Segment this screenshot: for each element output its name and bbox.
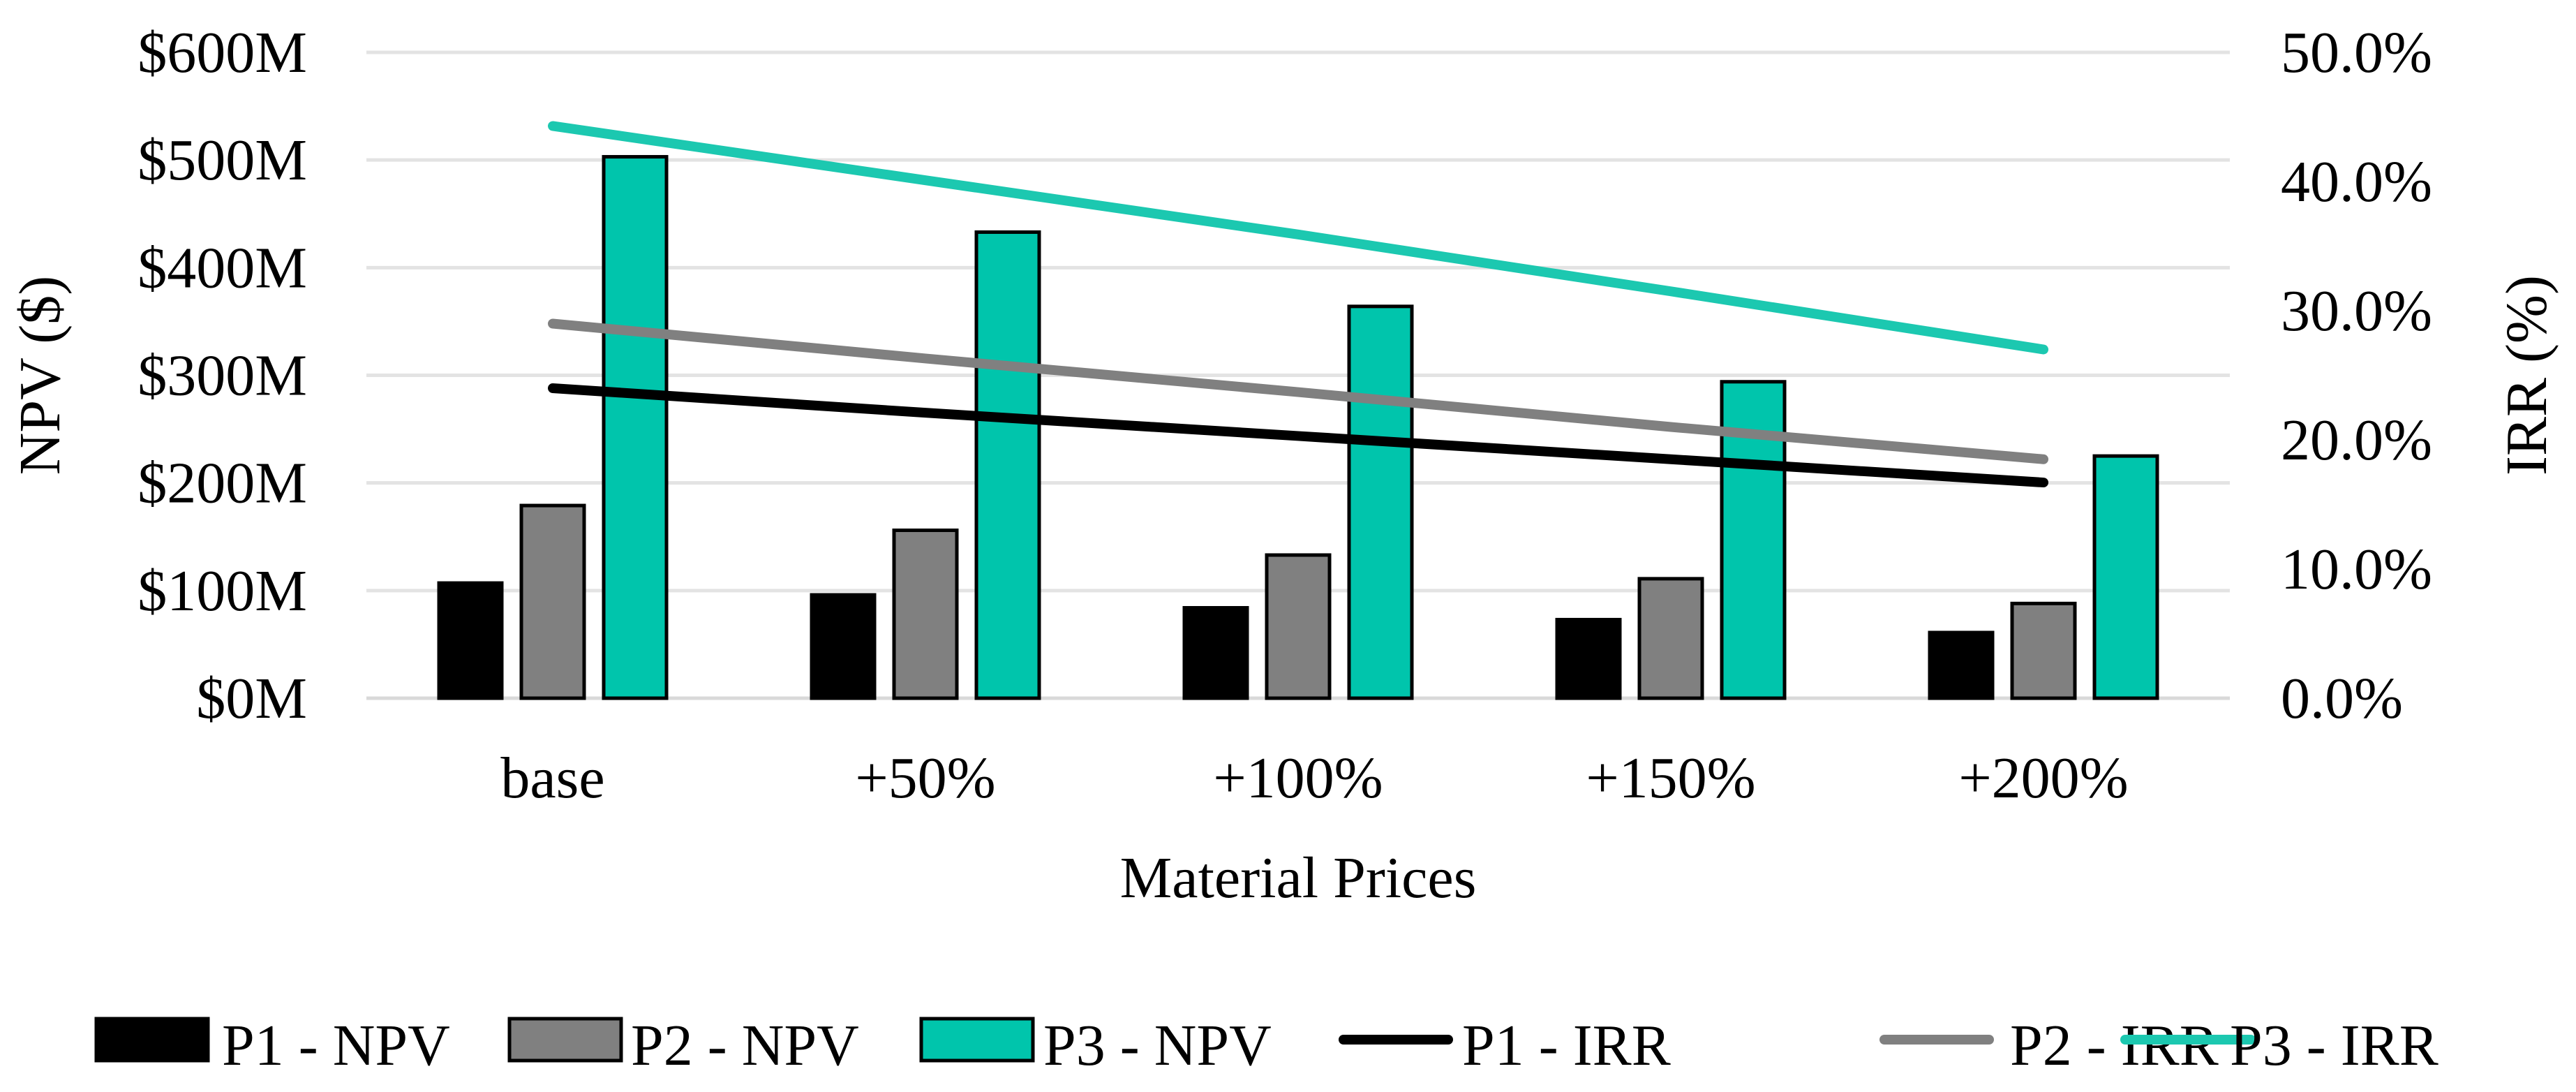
bars <box>437 155 2159 700</box>
y2-tick-label: 0.0% <box>2281 666 2403 731</box>
bar-p1-npv <box>810 593 877 700</box>
y2-tick-label: 50.0% <box>2281 20 2432 85</box>
y-tick-label: $600M <box>137 20 307 85</box>
y2-tick-label: 30.0% <box>2281 279 2432 344</box>
line-p3-irr <box>548 121 2048 355</box>
x-tick-label: +50% <box>855 746 995 811</box>
bar-p1-npv <box>1928 630 1995 700</box>
y-tick-label: $200M <box>137 451 307 516</box>
legend-label-p2-npv: P2 - NPV <box>631 1013 859 1078</box>
line-p2-irr <box>548 318 2048 464</box>
y-tick-label: $400M <box>137 235 307 300</box>
bar-p2-npv <box>892 529 959 700</box>
bar-p3-npv <box>602 155 669 700</box>
x-tick-label: +200% <box>1958 746 2128 811</box>
bar-p3-npv <box>974 230 1041 700</box>
legend-swatch-p1-npv <box>94 1017 210 1063</box>
bar-p2-npv <box>2010 601 2077 700</box>
y-axis-title: NPV ($) <box>8 276 73 475</box>
y-tick-label: $0M <box>196 666 307 731</box>
bar-p1-npv <box>1555 617 1622 700</box>
bar-p3-npv <box>2092 454 2159 700</box>
gridlines <box>366 50 2230 700</box>
y-tick-label: $100M <box>137 559 307 624</box>
legend-label-p3-irr: P3 - IRR <box>2230 1013 2439 1078</box>
x-tick-label: +100% <box>1213 746 1383 811</box>
bar-p1-npv <box>1182 606 1249 700</box>
legend-label-p2-irr: P2 - IRR <box>2010 1013 2219 1078</box>
y-tick-label: $300M <box>137 344 307 408</box>
bar-p3-npv <box>1347 304 1414 700</box>
bar-p2-npv <box>519 503 586 700</box>
y2-tick-label: 40.0% <box>2281 149 2432 214</box>
legend-label-p1-npv: P1 - NPV <box>222 1013 450 1078</box>
y2-tick-label: 20.0% <box>2281 408 2432 473</box>
bar-p2-npv <box>1637 577 1704 700</box>
axes: $0M $100M $200M $300M $400M $500M $600M 0.0% 10.… <box>137 20 2432 811</box>
y-tick-label: $500M <box>137 128 307 193</box>
x-tick-label: +150% <box>1586 746 1755 811</box>
legend: P1 - NPV P2 - NPV P3 - NPV P1 - IRR P2 - IRR… <box>94 1013 2439 1078</box>
y2-axis-title: IRR (%) <box>2494 275 2559 475</box>
lines <box>548 121 2048 488</box>
x-tick-label: base <box>500 746 604 811</box>
legend-swatch-p3-npv <box>919 1017 1035 1063</box>
legend-swatch-p2-npv <box>507 1017 623 1063</box>
x-axis-title: Material Prices <box>1120 846 1477 910</box>
bar-p1-npv <box>437 581 504 700</box>
legend-label-p1-irr: P1 - IRR <box>1462 1013 1671 1078</box>
bar-p2-npv <box>1265 553 1332 700</box>
y2-tick-label: 10.0% <box>2281 537 2432 602</box>
line-p1-irr <box>548 383 2048 488</box>
legend-label-p3-npv: P3 - NPV <box>1043 1013 1272 1078</box>
